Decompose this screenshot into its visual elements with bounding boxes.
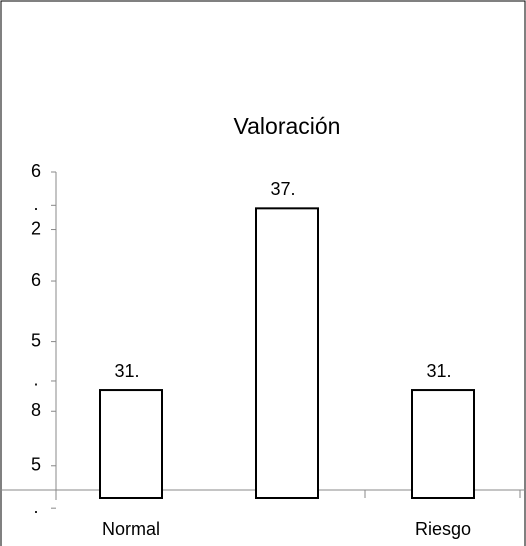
y-tick-label: 8: [31, 400, 41, 420]
y-tick-label: .: [33, 194, 38, 214]
value-label: 31.: [426, 361, 451, 381]
value-label: 37.: [270, 179, 295, 199]
x-tick-label: Riesgo: [415, 519, 471, 539]
y-tick-label: .: [33, 370, 38, 390]
bar: [255, 207, 319, 499]
y-tick-label: 6: [31, 270, 41, 290]
chart-title: Valoración: [234, 113, 341, 139]
y-tick-label: 6: [31, 161, 41, 181]
x-tick-label: Normal: [102, 519, 160, 539]
bar: [99, 389, 163, 499]
bar: [411, 389, 475, 499]
y-tick-label: 5: [31, 330, 41, 350]
y-tick-label: 2: [31, 218, 41, 238]
y-tick-label: 5: [31, 455, 41, 475]
value-label: 31.: [114, 361, 139, 381]
y-tick-label: .: [33, 497, 38, 517]
